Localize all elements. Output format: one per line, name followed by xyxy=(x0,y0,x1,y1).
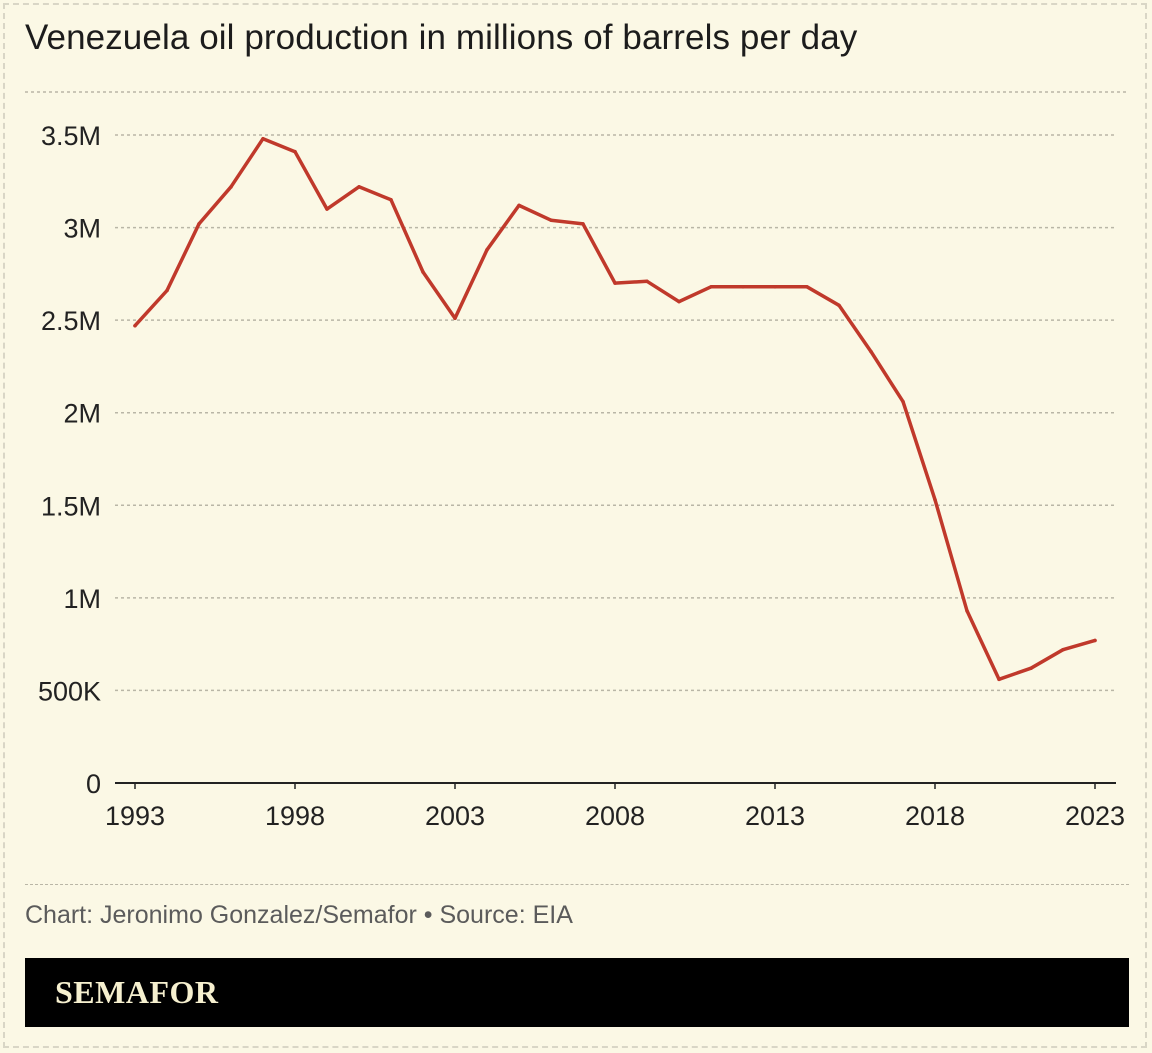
x-tick-label: 2023 xyxy=(1065,801,1125,831)
y-tick-label: 3M xyxy=(63,214,101,244)
data-point-2003 xyxy=(453,316,457,321)
data-point-2005 xyxy=(517,203,521,208)
data-point-2002 xyxy=(421,270,425,274)
y-axis-labels: 0 500K 1M 1.5M 2M 2.5M 3M 3.5M xyxy=(38,121,101,799)
x-tick-label: 2003 xyxy=(425,801,485,831)
data-point-2016 xyxy=(869,349,873,354)
data-point-1997 xyxy=(261,136,265,141)
y-tick-label: 500K xyxy=(38,676,101,706)
y-tick-label: 2M xyxy=(63,399,101,429)
x-tick-label: 1993 xyxy=(105,801,165,831)
data-point-1999 xyxy=(325,207,329,211)
source-credit: Chart: Jeronimo Gonzalez/Semafor • Sourc… xyxy=(25,901,573,929)
data-point-2015 xyxy=(837,303,841,308)
x-tick-label: 2013 xyxy=(745,801,805,831)
x-tick-label: 1998 xyxy=(265,801,325,831)
data-point-2023 xyxy=(1093,638,1097,643)
data-point-2007 xyxy=(581,222,585,226)
data-point-2022 xyxy=(1061,647,1065,652)
data-point-2009 xyxy=(645,279,649,284)
data-point-2011 xyxy=(709,285,713,289)
data-point-2021 xyxy=(1029,666,1033,670)
data-point-2018 xyxy=(933,497,937,502)
data-point-2014 xyxy=(805,285,809,289)
footer-divider xyxy=(25,884,1129,885)
data-point-1998 xyxy=(293,149,297,154)
data-point-2008 xyxy=(613,281,617,285)
data-point-2004 xyxy=(485,248,489,252)
y-tick-label: 2.5M xyxy=(41,306,101,336)
semafor-logo[interactable]: SEMAFOR xyxy=(55,974,219,1010)
y-tick-label: 3.5M xyxy=(41,121,101,151)
line-chart: 0 500K 1M 1.5M 2M 2.5M 3M 3.5M 1993 1998 2003 2008… xyxy=(25,91,1129,831)
data-point-2010 xyxy=(677,299,681,304)
chart-frame xyxy=(3,3,1147,1048)
x-tick-label: 2018 xyxy=(905,801,965,831)
y-tick-label: 1.5M xyxy=(41,491,101,521)
data-point-2001 xyxy=(389,198,393,202)
data-point-2017 xyxy=(901,399,905,404)
y-tick-label: 0 xyxy=(86,769,101,799)
chart-title: Venezuela oil production in millions of … xyxy=(25,18,858,57)
data-point-1994 xyxy=(165,288,169,293)
x-tick-label: 2008 xyxy=(585,801,645,831)
data-point-2013 xyxy=(773,285,777,289)
grid-lines xyxy=(115,134,1116,692)
data-points xyxy=(133,136,1097,682)
data-point-1996 xyxy=(229,185,233,189)
data-point-2012 xyxy=(741,285,745,289)
data-point-2000 xyxy=(357,185,361,189)
data-point-1995 xyxy=(197,222,201,226)
data-point-2019 xyxy=(965,609,969,613)
y-tick-label: 1M xyxy=(63,584,101,614)
data-point-1993 xyxy=(133,323,137,328)
data-point-2020 xyxy=(997,677,1001,682)
x-axis-labels: 1993 1998 2003 2008 2013 2018 2023 xyxy=(105,783,1125,831)
brand-bar: SEMAFOR xyxy=(25,958,1129,1027)
data-point-2006 xyxy=(549,218,553,222)
